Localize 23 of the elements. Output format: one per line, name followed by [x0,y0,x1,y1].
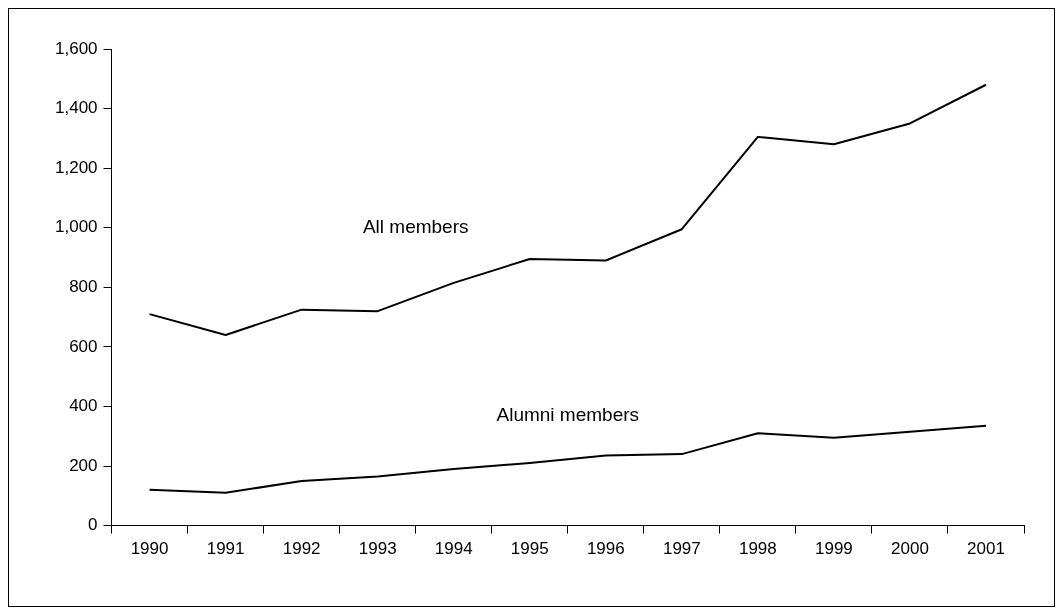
x-tick-label: 1997 [662,539,701,559]
x-tick-label: 1995 [510,539,549,559]
series-label: Alumni members [496,403,640,425]
x-tick-label: 1994 [434,539,473,559]
y-tick-label: 400 [69,396,98,416]
x-tick-label: 1990 [130,539,169,559]
y-tick-label: 0 [88,515,98,535]
x-tick-label: 1993 [358,539,397,559]
x-tick-label: 1992 [282,539,321,559]
text: All members [362,215,469,237]
y-tick-label: 800 [69,276,98,296]
x-tick-label: 2001 [967,539,1005,559]
y-tick-label: 200 [69,455,98,475]
x-tick-label: 1996 [586,539,625,559]
y-tick-label: 1,600 [54,38,98,58]
x-tick-label: 1999 [814,539,853,559]
x-tick-label: 1998 [738,539,777,559]
x-tick-label: 1991 [206,539,245,559]
y-tick-label: 1,400 [54,98,98,118]
y-tick-label: 1,200 [54,157,98,177]
x-tick-label: 2000 [891,539,929,559]
y-tick-label: 600 [69,336,98,356]
y-tick-label: 1,000 [54,217,98,237]
